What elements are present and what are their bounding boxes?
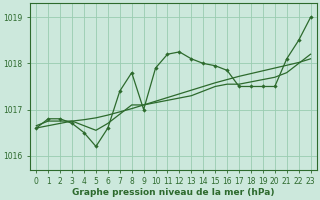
X-axis label: Graphe pression niveau de la mer (hPa): Graphe pression niveau de la mer (hPa) bbox=[72, 188, 275, 197]
